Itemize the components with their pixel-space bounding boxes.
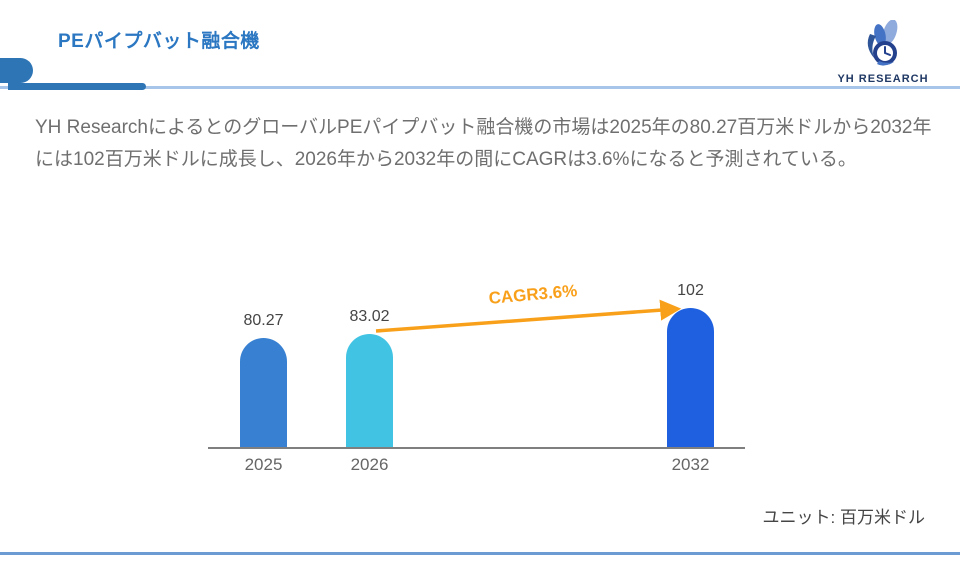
yh-research-logo: YH RESEARCH: [828, 20, 938, 85]
x-axis-label: 2025: [244, 455, 283, 474]
bar-value-label: 83.02: [349, 308, 390, 325]
logo-text: YH RESEARCH: [837, 73, 929, 85]
page-title: PEパイプバット融合機: [58, 31, 260, 52]
cagr-label: CAGR3.6%: [487, 281, 579, 308]
header-divider-thick: [8, 83, 146, 90]
header-divider-line: [0, 86, 960, 89]
cagr-arrow: [375, 299, 682, 333]
x-axis-label: 2032: [671, 455, 710, 474]
header-accent-tab: [0, 58, 33, 83]
cagr-arrow-line: [375, 299, 682, 333]
chart-bar: [346, 334, 393, 447]
x-axis-label: 2026: [350, 455, 389, 474]
bar-value-label: 102: [677, 282, 704, 299]
bar-value-label: 80.27: [243, 312, 284, 329]
unit-label: ユニット: 百万米ドル: [762, 508, 925, 527]
footer-line: [0, 552, 960, 555]
summary-text: YH ResearchによるとのグローバルPEパイプバット融合機の市場は2025…: [35, 117, 932, 170]
x-axis-line: [208, 447, 745, 449]
market-chart: 80.27 83.02 102 2025 2026 2032 CAGR3.6% …: [0, 230, 960, 527]
chart-bar: [240, 338, 287, 447]
yh-research-logo-icon: [867, 20, 898, 66]
chart-bar: [667, 308, 714, 447]
